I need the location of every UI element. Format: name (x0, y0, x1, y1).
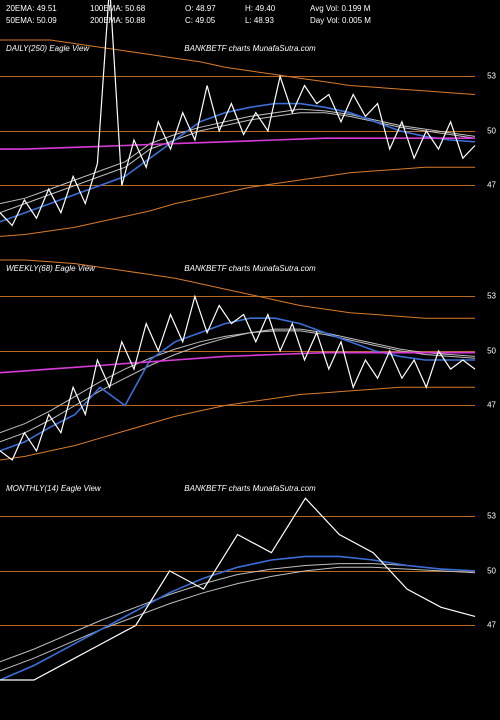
y-axis-label: 50 (487, 566, 496, 575)
y-axis-label: 53 (487, 512, 496, 521)
plot-area (0, 480, 475, 680)
line-grey1 (0, 567, 475, 671)
y-axis-label: 47 (487, 181, 496, 190)
line-grey2 (0, 564, 475, 662)
y-axis-label: 50 (487, 346, 496, 355)
open-label: O: 48.97 (185, 4, 216, 13)
line-magenta (0, 138, 475, 149)
chart-panel-0: 47 50 53 DAILY(250) Eagle View BANKBETF char… (0, 40, 500, 240)
stats-header: 20EMA: 49.51 100EMA: 50.68 O: 48.97 H: 4… (0, 0, 500, 40)
line-blue (0, 318, 475, 451)
ema20-label: 20EMA: 49.51 (6, 4, 57, 13)
watermark: BANKBETF charts MunafaSutra.com (184, 264, 315, 273)
dayvol-label: Day Vol: 0.005 M (310, 16, 371, 25)
line-magenta (0, 353, 475, 373)
line-grey2 (0, 331, 475, 433)
ema100-label: 100EMA: 50.68 (90, 4, 145, 13)
close-label: C: 49.05 (185, 16, 215, 25)
avgvol-label: Avg Vol: 0.199 M (310, 4, 370, 13)
panel-title: DAILY(250) Eagle View (6, 44, 89, 53)
watermark: BANKBETF charts MunafaSutra.com (184, 44, 315, 53)
panel-title: MONTHLY(14) Eagle View (6, 484, 101, 493)
line-grey2 (0, 109, 475, 204)
high-label: H: 49.40 (245, 4, 275, 13)
chart-panel-2: 47 50 53 MONTHLY(14) Eagle View BANKBETF cha… (0, 480, 500, 680)
line-orange_lo (0, 167, 475, 236)
low-label: L: 48.93 (245, 16, 274, 25)
line-blue (0, 104, 475, 222)
y-axis-label: 50 (487, 126, 496, 135)
ema50-label: 50EMA: 50.09 (6, 16, 57, 25)
plot-area (0, 260, 475, 460)
watermark: BANKBETF charts MunafaSutra.com (184, 484, 315, 493)
y-axis-label: 53 (487, 292, 496, 301)
plot-area (0, 40, 475, 240)
y-axis-label: 47 (487, 401, 496, 410)
line-grey1 (0, 329, 475, 442)
y-axis-label: 47 (487, 621, 496, 630)
price-line (0, 498, 475, 680)
ema200-label: 200EMA: 50.88 (90, 16, 145, 25)
y-axis-label: 53 (487, 72, 496, 81)
panel-title: WEEKLY(68) Eagle View (6, 264, 95, 273)
chart-panel-1: 47 50 53 WEEKLY(68) Eagle View BANKBETF char… (0, 260, 500, 460)
